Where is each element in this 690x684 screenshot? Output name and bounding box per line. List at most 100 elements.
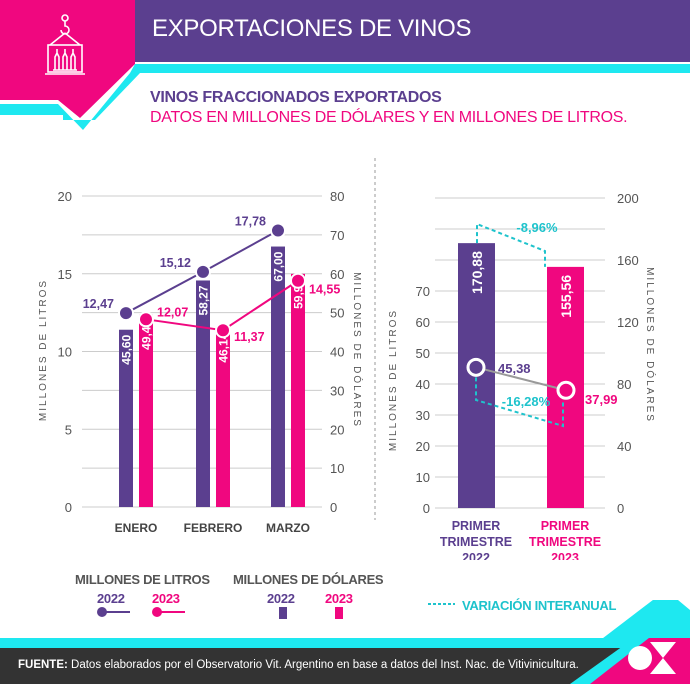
- right-axis-tick: 80: [330, 189, 344, 204]
- observatorio-logo: [628, 642, 676, 674]
- bar-value-label: 45,60: [120, 334, 134, 364]
- subtitle: VINOS FRACCIONADOS EXPORTADOS: [150, 89, 442, 106]
- left-axis-label: MILLONES DE LITROS: [38, 279, 49, 421]
- left-axis-tick: 30: [416, 408, 430, 423]
- line-point-2022: [195, 263, 211, 280]
- category-label: MARZO: [266, 521, 310, 535]
- header-purple-bar: [135, 0, 690, 62]
- legend-line-2023-marker: [152, 607, 185, 617]
- right-axis-tick: 30: [330, 383, 344, 398]
- category-label: PRIMER: [452, 519, 501, 533]
- right-axis-tick: 160: [617, 253, 639, 268]
- line-point-2023: [138, 311, 154, 328]
- bar-value-label: 67,00: [272, 251, 286, 281]
- line-value-label: 45,38: [498, 361, 531, 376]
- left-axis-tick: 20: [58, 189, 72, 204]
- category-label: FEBRERO: [184, 521, 243, 535]
- line-value-label: 12,07: [157, 305, 188, 319]
- line-value-label: 17,78: [235, 215, 266, 229]
- right-axis-tick: 200: [617, 191, 639, 206]
- left-axis-label: MILLONES DE LITROS: [388, 309, 399, 451]
- left-axis-tick: 20: [416, 439, 430, 454]
- right-axis-tick: 40: [330, 345, 344, 360]
- right-axis-tick: 50: [330, 306, 344, 321]
- source-text: Datos elaborados por el Observatorio Vit…: [67, 659, 579, 671]
- bar-2023: [291, 273, 305, 507]
- line-value-label: 11,37: [234, 330, 265, 344]
- legend-dollars-2023: 2023: [325, 591, 353, 606]
- category-label: 2023: [551, 551, 579, 560]
- legend-bar-2023-marker: [335, 607, 343, 619]
- legend-variation-label: VARIACIÓN INTERANUAL: [462, 598, 617, 613]
- description: DATOS EN MILLONES DE DÓLARES Y EN MILLON…: [150, 109, 628, 126]
- line-point-2022: [270, 222, 286, 239]
- corner-cyan-triangle: [590, 600, 690, 648]
- right-axis-tick: 0: [617, 501, 624, 516]
- category-label: TRIMESTRE: [529, 535, 601, 549]
- legend-liters-2023: 2023: [152, 591, 180, 606]
- line-total-liters: [475, 366, 567, 392]
- right-axis-tick: 40: [617, 439, 631, 454]
- legend-dollars-title: MILLONES DE DÓLARES: [233, 572, 384, 587]
- legend-bar-2022-marker: [279, 607, 287, 619]
- right-axis-tick: 20: [330, 422, 344, 437]
- left-axis-tick: 50: [416, 346, 430, 361]
- right-axis-label: MILLONES DE DÓLARES: [351, 272, 364, 428]
- category-label: PRIMER: [541, 519, 590, 533]
- line-value-label: 15,12: [160, 256, 191, 270]
- bar-value-label: 170,88: [469, 251, 485, 294]
- variation-dollars-label: -8,96%: [516, 220, 558, 235]
- left-axis-tick: 70: [416, 284, 430, 299]
- source-label: FUENTE:: [18, 659, 68, 671]
- left-axis-tick: 10: [58, 345, 72, 360]
- footer: FUENTE: Datos elaborados por el Observat…: [0, 648, 690, 684]
- legend-liters-title: MILLONES DE LITROS: [75, 572, 210, 587]
- bar-value-label: 49,44: [140, 319, 154, 349]
- bar-2023: [216, 327, 230, 507]
- line-value-label: 14,55: [309, 283, 340, 297]
- bar-value-label: 58,27: [197, 285, 211, 315]
- left-axis-tick: 10: [416, 470, 430, 485]
- variation-liters-line: [475, 377, 564, 428]
- right-axis-tick: 0: [330, 500, 337, 515]
- left-axis-tick: 40: [416, 377, 430, 392]
- left-axis-tick: 0: [65, 500, 72, 515]
- line-value-label: 37,99: [585, 392, 618, 407]
- line-point-2023: [290, 272, 306, 289]
- category-label: ENERO: [115, 521, 158, 535]
- bar-value-label: 155,56: [558, 275, 574, 318]
- right-axis-tick: 60: [330, 267, 344, 282]
- variation-dollars-line: [476, 222, 546, 267]
- crane-hook-wine-crate-icon: [45, 14, 85, 75]
- page-title: EXPORTACIONES DE VINOS: [152, 15, 472, 42]
- header-cyan-strip: [0, 64, 690, 130]
- line-value-label: 12,47: [83, 297, 114, 311]
- legend-liters-2022: 2022: [97, 591, 125, 606]
- bar-2022: [271, 246, 285, 507]
- legend-dollars-2022: 2022: [267, 591, 295, 606]
- line-point-2022: [466, 357, 486, 377]
- bar-2022: [196, 280, 210, 507]
- line-point-2023: [215, 322, 231, 339]
- category-label: 2022: [462, 551, 490, 560]
- bar-value-label: 46,14: [217, 332, 231, 362]
- left-axis-tick: 0: [423, 501, 430, 516]
- right-axis-tick: 10: [330, 461, 344, 476]
- line-point-2022: [118, 305, 134, 322]
- variation-liters-label: -16,28%: [502, 394, 551, 409]
- right-axis-label: MILLONES DE DÓLARES: [644, 267, 657, 423]
- right-axis-tick: 120: [617, 315, 639, 330]
- right-axis-tick: 80: [617, 377, 631, 392]
- header-graphic: [0, 0, 690, 130]
- left-axis-tick: 5: [65, 422, 72, 437]
- left-axis-tick: 60: [416, 315, 430, 330]
- footer-graphic: [0, 638, 690, 684]
- right-axis-tick: 70: [330, 228, 344, 243]
- bar-2023: [139, 314, 153, 507]
- bar-2022: [119, 329, 133, 507]
- category-label: TRIMESTRE: [440, 535, 512, 549]
- legend-markers: [97, 600, 690, 648]
- left-axis-tick: 15: [58, 267, 72, 282]
- legend-line-2022-marker: [97, 607, 130, 617]
